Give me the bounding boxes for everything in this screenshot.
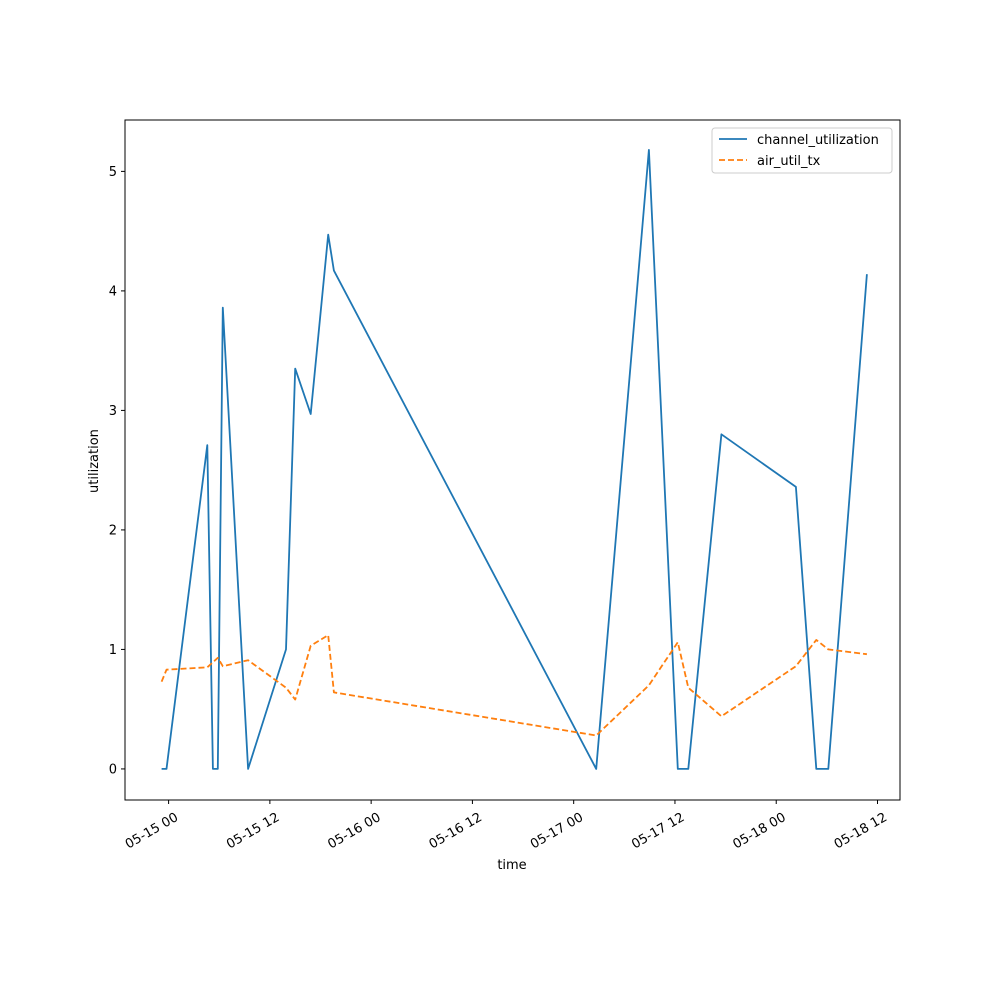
plot-area-frame [124,119,901,801]
series-line-channel-utilization [161,148,868,770]
x-tick-label: 05-15 12 [224,810,282,852]
y-tick-label: 0 [109,762,117,777]
y-axis-label: utilization [87,429,102,493]
x-tick-label: 05-16 12 [427,810,485,852]
legend-frame [711,127,893,174]
x-tick-label: 05-18 12 [832,810,890,852]
x-tick-label: 05-15 00 [123,810,181,852]
y-tick-label: 3 [109,404,117,419]
y-tick-label: 2 [109,523,117,538]
y-tick-label: 4 [109,284,117,299]
x-tick-label: 05-16 00 [325,810,383,852]
legend-label-air-util-tx: air_util_tx [757,154,821,169]
axis-ticks: 05-15 00 05-15 12 05-16 00 05-16 12 05-17 00… [109,165,890,852]
series-lines [160,148,868,770]
x-axis-label: time [497,858,526,873]
x-tick-label: 05-18 00 [731,810,789,852]
legend: channel_utilization air_util_tx [711,127,893,174]
x-tick-label: 05-17 00 [528,810,586,852]
series-line-air-util-tx [160,634,868,737]
x-tick-label: 05-17 12 [629,810,687,852]
y-tick-label: 1 [109,643,117,658]
legend-label-channel-utilization: channel_utilization [757,133,879,148]
y-tick-label: 5 [109,165,117,180]
